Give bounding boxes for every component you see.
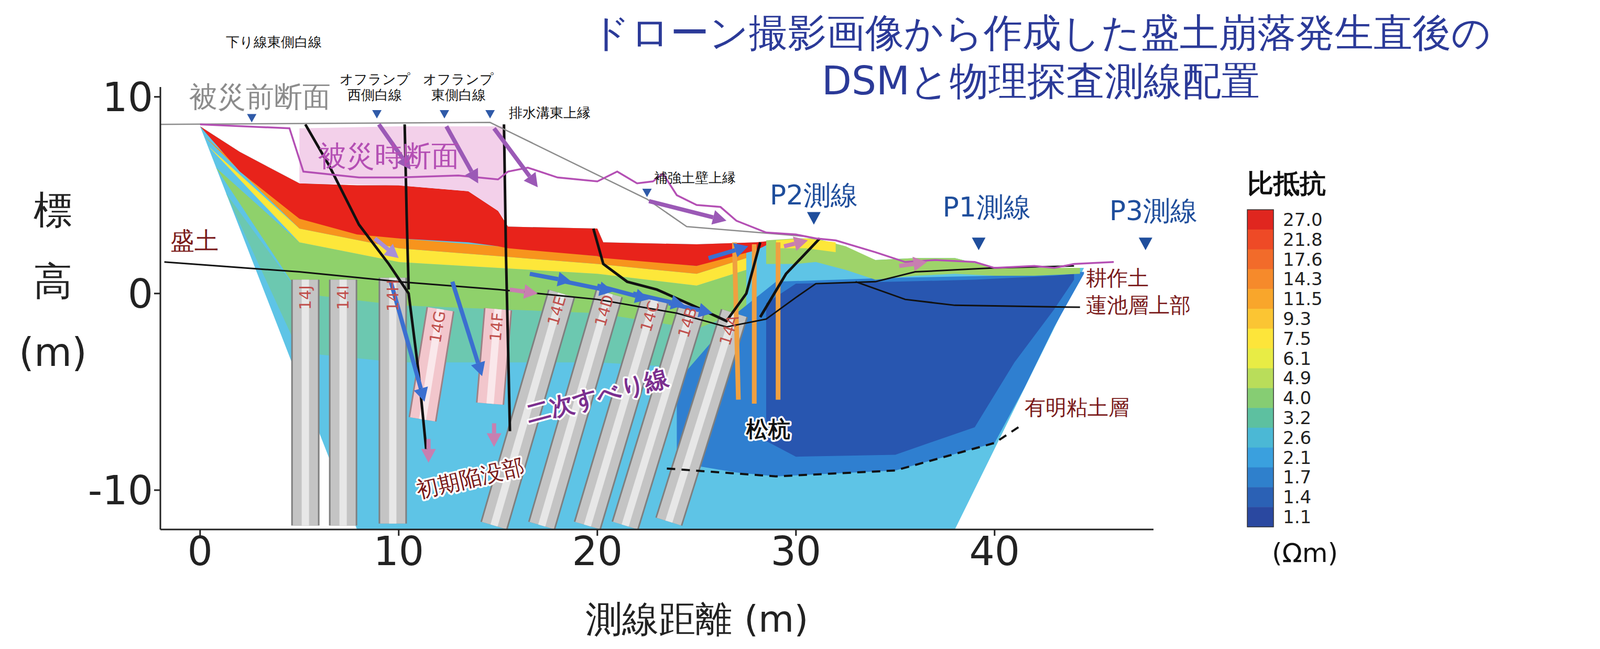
svg-text:4.9: 4.9	[1282, 367, 1312, 389]
svg-text:P3測線: P3測線	[1109, 194, 1198, 227]
svg-text:測線距離 (m): 測線距離 (m)	[585, 597, 809, 641]
svg-text:7.5: 7.5	[1282, 328, 1312, 350]
svg-text:14B: 14B	[673, 305, 701, 340]
svg-text:盛土: 盛土	[170, 226, 219, 255]
svg-text:14I: 14I	[333, 285, 353, 310]
svg-text:10: 10	[373, 527, 424, 575]
svg-text:標: 標	[33, 187, 73, 233]
svg-text:6.1: 6.1	[1282, 347, 1312, 369]
svg-text:-10: -10	[88, 466, 154, 514]
svg-text:30: 30	[770, 527, 822, 575]
svg-text:P1測線: P1測線	[942, 191, 1031, 223]
svg-text:20: 20	[571, 527, 623, 575]
svg-text:(m): (m)	[18, 329, 87, 375]
svg-text:初期陥没部: 初期陥没部	[413, 453, 527, 504]
svg-text:9.3: 9.3	[1282, 308, 1312, 330]
svg-text:14.3: 14.3	[1282, 268, 1323, 290]
svg-text:オフランプ: オフランプ	[422, 71, 494, 87]
svg-text:14H: 14H	[383, 279, 402, 312]
svg-text:補強土壁上縁: 補強土壁上縁	[654, 169, 736, 186]
svg-text:下り線東側白線: 下り線東側白線	[225, 34, 322, 50]
svg-text:14F: 14F	[486, 311, 508, 343]
svg-text:DSMと物理探査測線配置: DSMと物理探査測線配置	[821, 58, 1260, 104]
svg-text:3.2: 3.2	[1282, 407, 1312, 429]
svg-text:(Ωm): (Ωm)	[1271, 537, 1338, 569]
svg-text:有明粘土層: 有明粘土層	[1024, 395, 1130, 420]
svg-text:高: 高	[33, 258, 73, 304]
svg-text:比抵抗: 比抵抗	[1247, 168, 1326, 199]
svg-text:4.0: 4.0	[1282, 387, 1312, 409]
svg-text:東側白線: 東側白線	[431, 86, 486, 103]
svg-text:40: 40	[969, 527, 1020, 575]
svg-text:14C: 14C	[636, 298, 663, 334]
svg-text:2.1: 2.1	[1282, 447, 1312, 468]
svg-text:1.4: 1.4	[1282, 486, 1312, 508]
svg-text:ドローン撮影画像から作成した盛土崩落発生直後の: ドローン撮影画像から作成した盛土崩落発生直後の	[590, 9, 1491, 56]
svg-text:オフランプ: オフランプ	[339, 71, 411, 87]
svg-text:1.1: 1.1	[1282, 506, 1312, 528]
svg-text:排水溝東上縁: 排水溝東上縁	[508, 104, 591, 121]
svg-text:1.7: 1.7	[1282, 466, 1312, 488]
svg-text:10: 10	[102, 73, 154, 121]
svg-text:被災前断面: 被災前断面	[189, 80, 331, 114]
svg-text:14E: 14E	[543, 293, 570, 328]
svg-text:14G: 14G	[426, 309, 450, 344]
svg-text:17.6: 17.6	[1282, 248, 1323, 270]
svg-text:0: 0	[127, 270, 154, 318]
svg-text:14J: 14J	[296, 285, 315, 310]
svg-text:21.8: 21.8	[1282, 229, 1323, 250]
svg-text:11.5: 11.5	[1282, 288, 1323, 310]
svg-text:二次すべり線: 二次すべり線	[523, 362, 672, 429]
svg-text:14A: 14A	[715, 312, 743, 348]
svg-text:被災時断面: 被災時断面	[318, 139, 460, 173]
svg-text:西側白線: 西側白線	[347, 86, 402, 103]
svg-text:松杭: 松杭	[745, 416, 791, 442]
svg-text:P2測線: P2測線	[769, 179, 858, 211]
svg-text:27.0: 27.0	[1282, 209, 1323, 231]
svg-text:0: 0	[187, 527, 213, 575]
svg-text:14D: 14D	[591, 292, 618, 329]
svg-text:蓮池層上部: 蓮池層上部	[1085, 292, 1191, 318]
svg-text:耕作土: 耕作土	[1085, 265, 1149, 290]
svg-text:2.6: 2.6	[1282, 427, 1312, 449]
